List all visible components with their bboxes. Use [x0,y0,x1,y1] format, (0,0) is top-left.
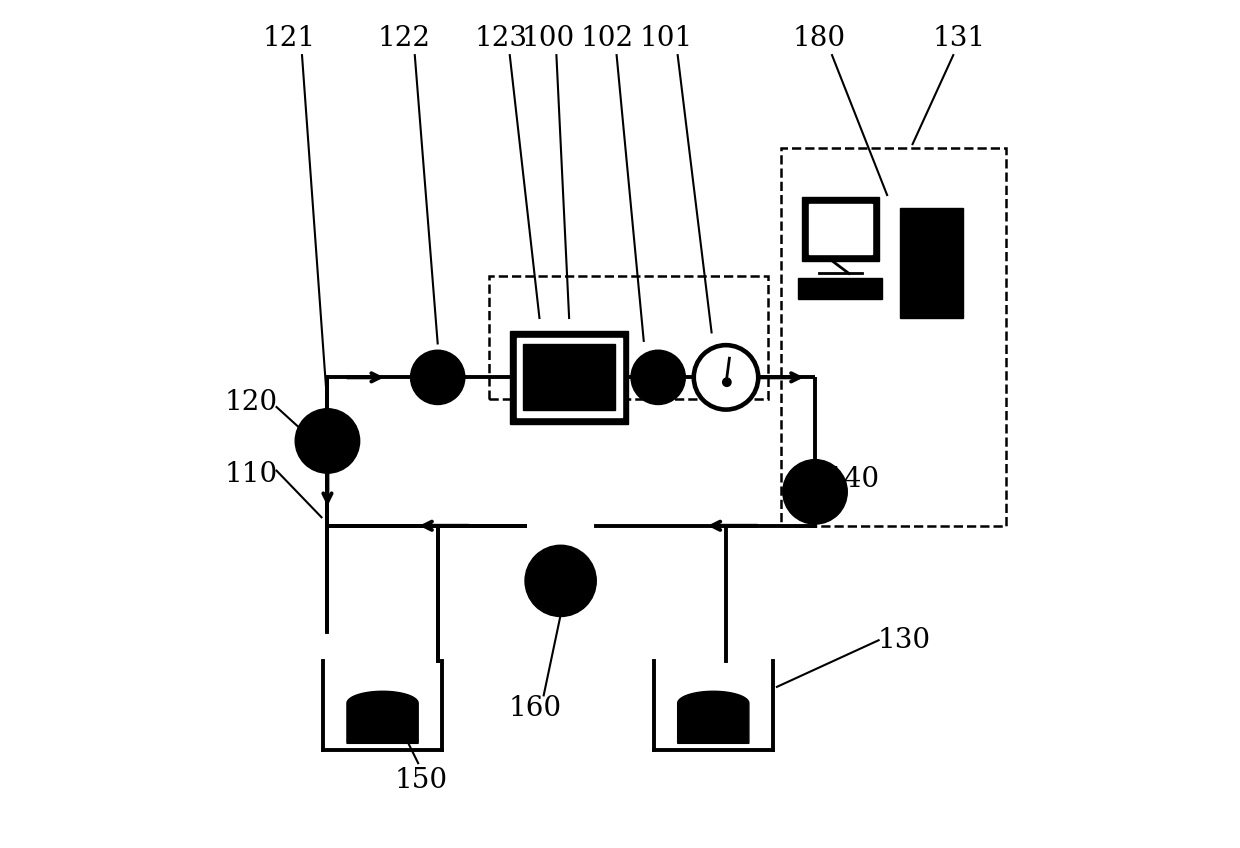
Polygon shape [678,691,749,744]
Text: 121: 121 [263,25,316,52]
Text: 100: 100 [521,25,574,52]
Text: 122: 122 [377,25,430,52]
Bar [517,338,621,417]
Bar [802,198,879,261]
Bar [489,276,769,399]
Text: 110: 110 [224,461,278,488]
Text: 102: 102 [580,25,634,52]
Text: 101: 101 [640,25,693,52]
Text: 120: 120 [224,389,278,416]
Bar [810,204,872,254]
Polygon shape [347,691,418,744]
Circle shape [525,545,596,616]
Circle shape [631,350,686,404]
Text: 130: 130 [878,627,931,654]
Bar [781,148,1006,526]
Text: 123: 123 [475,25,528,52]
Text: 131: 131 [932,25,986,52]
Text: 150: 150 [394,767,448,794]
Text: 180: 180 [792,25,846,52]
Circle shape [723,378,732,387]
Bar [900,208,963,318]
Bar [510,331,629,424]
Text: 140: 140 [827,466,879,493]
Circle shape [693,345,758,410]
Bar [523,344,615,410]
Circle shape [782,460,847,524]
Circle shape [410,350,465,404]
Bar [799,278,882,299]
Text: 160: 160 [508,695,562,722]
Circle shape [295,409,360,473]
